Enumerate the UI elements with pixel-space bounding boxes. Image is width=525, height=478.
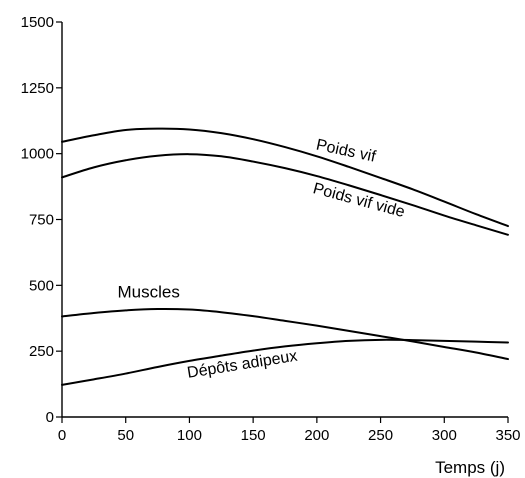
- series-line-muscles: [61, 307, 509, 361]
- x-tick-label: 350: [495, 427, 520, 444]
- x-tick-label: 250: [368, 427, 393, 444]
- y-tick-label: 1250: [21, 80, 54, 97]
- series-label-muscles: Muscles: [117, 282, 179, 301]
- x-tick-label: 100: [177, 427, 202, 444]
- x-tick-label: 200: [304, 427, 329, 444]
- series-label-poids-vif: Poids vif: [314, 137, 377, 166]
- y-tick-label: 250: [29, 343, 54, 360]
- series-line-depots-adipeux: [61, 338, 509, 386]
- y-tick-label: 1500: [21, 14, 54, 31]
- y-tick-label: 1000: [21, 146, 54, 163]
- series-line-poids-vif-vide: [61, 153, 509, 236]
- x-tick-label: 0: [58, 427, 66, 444]
- x-tick-label: 150: [241, 427, 266, 444]
- y-tick-label: 500: [29, 277, 54, 294]
- series-line-poids-vif: [61, 127, 509, 228]
- ticks: 0 250 500 750 1000 1250 1500 0 50 100 150 200 250 300…: [21, 14, 521, 444]
- x-axis-title: Temps (j): [435, 458, 505, 477]
- x-tick-label: 300: [432, 427, 457, 444]
- series-label-poids-vif-vide: Poids vif vide: [311, 180, 407, 221]
- y-tick-label: 750: [29, 212, 54, 229]
- x-tick-label: 50: [117, 427, 134, 444]
- y-tick-label: 0: [46, 409, 54, 426]
- series-lines: [61, 127, 509, 386]
